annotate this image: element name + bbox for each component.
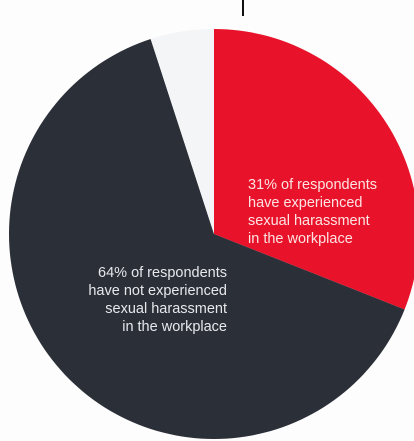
pie-slices xyxy=(8,29,414,439)
slice-label-experienced: 31% of respondents have experienced sexu… xyxy=(248,177,377,247)
slice-not-experienced xyxy=(8,39,405,439)
slice-label-not-experienced: 64% of respondents have not experienced … xyxy=(88,265,227,335)
slice-experienced xyxy=(214,29,414,310)
slice-other xyxy=(150,29,214,234)
